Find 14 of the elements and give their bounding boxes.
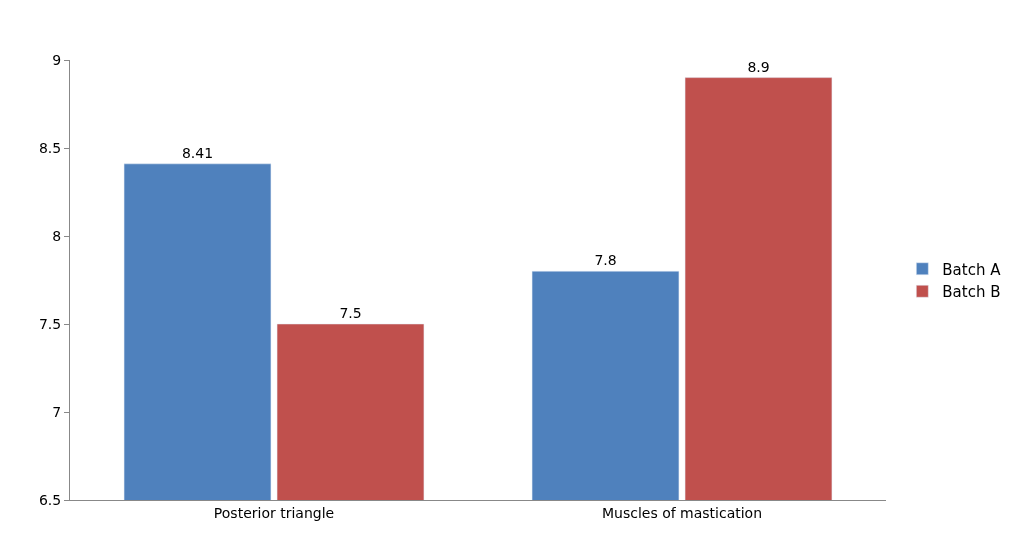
y-tick-label: 8 [52,227,62,244]
legend-label: Batch A [942,260,1002,279]
data-label: 8.9 [747,58,770,75]
y-tick-label: 7 [52,403,62,420]
y-tick-label: 8.5 [38,139,62,156]
x-tick-label: Muscles of mastication [601,504,763,521]
y-tick-label: 7.5 [38,315,62,332]
y-tick-label: 6.5 [38,491,62,508]
data-label: 7.5 [339,305,362,321]
data-label: 7.8 [594,252,617,269]
y-tick-label: 9 [52,51,62,68]
x-tick-label: Posterior triangle [213,504,335,521]
legend-label: Batch B [942,283,1001,302]
data-label: 8.41 [181,144,214,161]
